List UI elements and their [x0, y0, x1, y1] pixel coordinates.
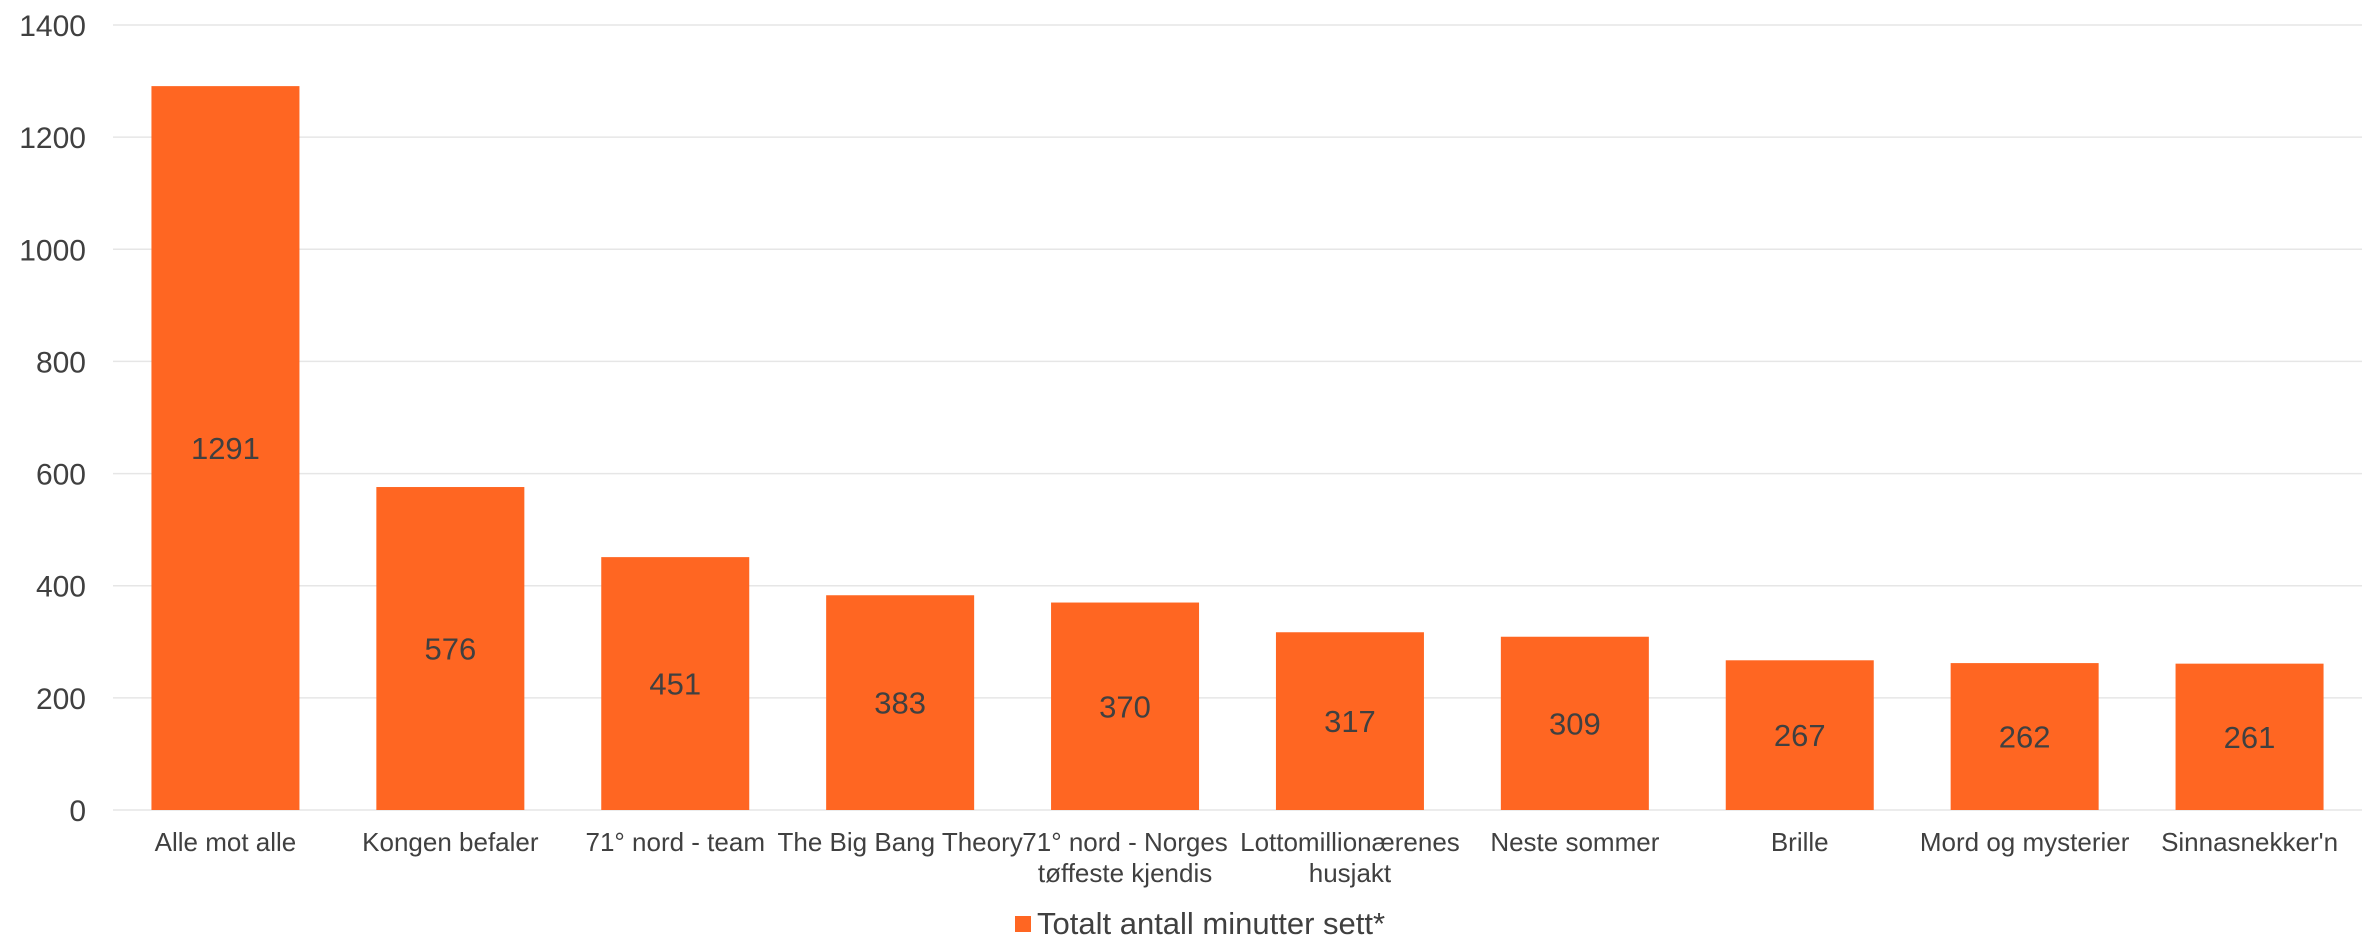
- bar: [151, 86, 300, 810]
- legend-label: Totalt antall minutter sett*: [1037, 906, 1386, 941]
- data-label: 309: [1549, 706, 1601, 741]
- data-labels: 1291 576 451 383 370 317 309 267 262 261: [191, 431, 2275, 755]
- data-label: 576: [424, 632, 476, 667]
- x-tick-label: 71° nord - Norges tøffeste kjendis: [1022, 827, 1228, 888]
- bar: [1051, 602, 1200, 810]
- bar: [1500, 636, 1649, 810]
- y-tick-label: 800: [36, 346, 86, 379]
- data-label: 1291: [191, 431, 260, 466]
- x-tick-label: Lottomillionærenes husjakt: [1240, 827, 1460, 888]
- x-tick-label: Neste sommer: [1490, 827, 1659, 857]
- legend: Totalt antall minutter sett*: [1015, 906, 1385, 942]
- bar: [2175, 663, 2324, 810]
- data-label: 262: [1999, 720, 2051, 755]
- legend-swatch: [1015, 916, 1031, 932]
- y-tick-label: 200: [36, 683, 86, 716]
- y-tick-label: 0: [69, 795, 86, 828]
- x-tick-label: The Big Bang Theory: [778, 827, 1023, 857]
- y-tick-label: 1400: [19, 10, 86, 43]
- x-axis: Alle mot alle Kongen befaler 71° nord - te…: [155, 827, 2338, 888]
- bar: [376, 487, 525, 810]
- y-tick-label: 1200: [19, 122, 86, 155]
- data-label: 383: [874, 686, 926, 721]
- bar: [1725, 660, 1874, 810]
- bar: [1275, 632, 1424, 810]
- y-tick-label: 1000: [19, 234, 86, 267]
- data-label: 317: [1324, 704, 1376, 739]
- x-tick-label: Kongen befaler: [362, 827, 539, 857]
- data-label: 370: [1099, 689, 1151, 724]
- bar: [826, 595, 975, 810]
- bar: [601, 557, 750, 810]
- bar: [1950, 663, 2099, 810]
- x-tick-label: Mord og mysterier: [1920, 827, 2130, 857]
- data-label: 267: [1774, 718, 1826, 753]
- x-tick-label: Brille: [1771, 827, 1829, 857]
- y-axis: 0 200 400 600 800 1000 1200 1400: [19, 10, 86, 828]
- data-label: 451: [649, 667, 701, 702]
- x-tick-label: Alle mot alle: [155, 827, 297, 857]
- bars: [151, 86, 2324, 810]
- x-tick-label: 71° nord - team: [586, 827, 766, 857]
- y-tick-label: 400: [36, 571, 86, 604]
- y-tick-label: 600: [36, 459, 86, 492]
- x-tick-label: Sinnasnekker'n: [2161, 827, 2338, 857]
- data-label: 261: [2224, 720, 2276, 755]
